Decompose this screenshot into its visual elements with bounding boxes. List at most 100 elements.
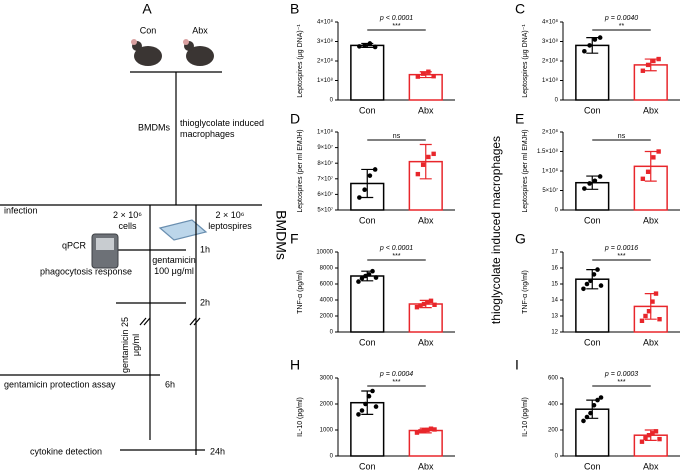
y-tick-label: 0 (555, 98, 559, 104)
data-point (582, 48, 587, 54)
break-mark (193, 317, 201, 326)
y-tick-label: 1×10⁸ (542, 168, 559, 175)
error-bar (644, 150, 657, 182)
data-point (645, 62, 651, 68)
data-point (373, 404, 379, 409)
x-tick-label: Con (359, 461, 376, 471)
data-point (359, 276, 365, 281)
data-point (415, 171, 421, 177)
y-tick-label: 5×10⁷ (542, 187, 558, 194)
y-tick-label: 2000 (320, 314, 334, 320)
panel-letter: A (142, 1, 152, 17)
y-tick-label: 2000 (320, 402, 334, 408)
y-tick-label: 4×10⁸ (542, 19, 559, 26)
data-point (418, 303, 423, 308)
y-axis-label: IL-10 (pg/ml) (522, 397, 529, 437)
cells-box: 2 × 10⁶ cells (113, 210, 142, 231)
step-label: gentamicin 25 μg/ml (120, 316, 141, 374)
y-tick-label: 13 (551, 314, 558, 320)
data-point (598, 395, 604, 400)
bacteria-label: 2 × 10⁶ leptospires (208, 210, 252, 231)
y-tick-label: 8×10⁷ (317, 160, 333, 167)
x-tick-label: Abx (643, 215, 659, 225)
p-value: p < 0.0001 (379, 245, 413, 252)
data-point (357, 44, 362, 49)
y-tick-label: 2×10⁸ (542, 129, 559, 136)
data-point (420, 162, 426, 167)
y-tick-label: 0 (330, 454, 334, 460)
panel-letter: G (515, 231, 526, 247)
group-label: Abx (192, 25, 208, 35)
data-point (657, 317, 662, 322)
data-point (428, 426, 434, 431)
data-point (646, 433, 652, 438)
data-point (653, 291, 659, 296)
data-point (587, 43, 592, 48)
data-point (363, 273, 368, 279)
error-bar (361, 168, 374, 199)
significance-stars: *** (392, 253, 400, 260)
y-tick-label: 17 (551, 250, 558, 256)
x-tick-label: Abx (418, 215, 434, 225)
error-bar (419, 143, 432, 180)
panel-letter: I (515, 357, 519, 373)
y-axis-label: Leptospires (μg DNA)⁻¹ (522, 24, 529, 98)
x-tick-label: Con (359, 215, 376, 225)
step-label: gentamicin 100 μg/ml (152, 255, 196, 276)
significance-stars: *** (392, 379, 400, 386)
y-tick-label: 0 (330, 98, 334, 104)
data-point (650, 431, 655, 436)
y-axis-label: TNF-α (ng/ml) (522, 270, 529, 314)
step-label: infection (4, 205, 38, 215)
data-point (643, 313, 648, 319)
data-point (657, 436, 662, 442)
data-point (581, 286, 586, 292)
y-tick-label: 16 (551, 266, 558, 272)
data-point (373, 275, 379, 280)
break-mark (139, 317, 147, 326)
data-point (646, 309, 652, 314)
group-label: Con (140, 25, 157, 35)
data-point (363, 401, 368, 407)
data-point (372, 44, 378, 50)
data-point (432, 427, 437, 432)
data-point (639, 318, 645, 323)
significance-stars: ns (393, 133, 401, 140)
x-tick-label: Abx (418, 461, 434, 471)
y-tick-label: 4×10⁸ (317, 19, 334, 26)
x-tick-label: Abx (418, 337, 434, 347)
bar (350, 44, 385, 101)
break-mark (143, 317, 151, 326)
significance-stars: *** (617, 253, 625, 260)
p-value: p = 0.0040 (604, 15, 638, 22)
data-point (431, 74, 436, 79)
data-point (650, 299, 655, 304)
data-point (588, 278, 593, 284)
y-tick-label: 0 (555, 454, 559, 460)
y-tick-label: 200 (548, 428, 559, 434)
time-label: 2h (200, 297, 210, 307)
data-point (426, 69, 431, 74)
y-tick-label: 2×10⁸ (317, 58, 334, 65)
time-label: 6h (165, 379, 175, 389)
x-tick-label: Abx (643, 461, 659, 471)
y-tick-label: 12 (551, 330, 558, 336)
y-tick-label: 15 (551, 282, 558, 288)
y-tick-label: 9×10⁷ (317, 144, 333, 151)
bar (350, 275, 385, 333)
y-tick-label: 1×10⁸ (317, 129, 334, 136)
branch-label-box: thioglycolate induced macrophages (180, 118, 264, 139)
y-tick-label: 10000 (316, 250, 333, 256)
gent-box: gentamicin 25 μg/ml (120, 316, 141, 374)
y-tick-label: 400 (548, 402, 559, 408)
gent-box: gentamicin 100 μg/ml (152, 255, 196, 276)
significance-stars: *** (392, 23, 400, 30)
data-point (653, 429, 659, 434)
step-label: gentamicin protection assay (4, 379, 116, 389)
time-label: 24h (210, 446, 225, 456)
data-point (581, 418, 586, 424)
y-tick-label: 3×10⁸ (317, 38, 334, 45)
significance-stars: *** (617, 379, 625, 386)
data-point (591, 272, 597, 277)
y-tick-label: 0 (330, 330, 334, 336)
